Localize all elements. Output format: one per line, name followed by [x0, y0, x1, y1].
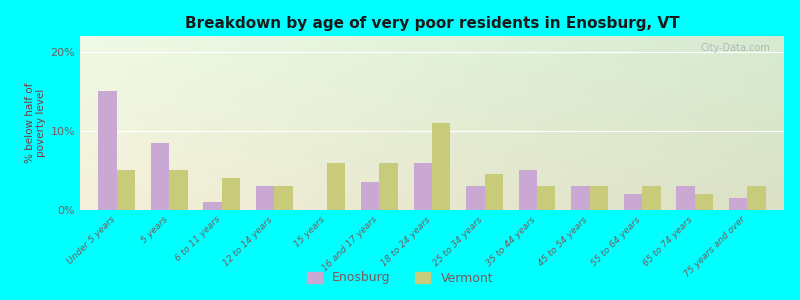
- Bar: [274, 186, 293, 210]
- Bar: [151, 143, 170, 210]
- Bar: [98, 92, 117, 210]
- Bar: [537, 186, 555, 210]
- Legend: Enosburg, Vermont: Enosburg, Vermont: [301, 265, 499, 291]
- Bar: [642, 186, 661, 210]
- Bar: [203, 202, 222, 210]
- Bar: [676, 186, 694, 210]
- Bar: [222, 178, 240, 210]
- Bar: [117, 170, 135, 210]
- Y-axis label: % below half of
poverty level: % below half of poverty level: [25, 83, 46, 163]
- Bar: [590, 186, 608, 210]
- Bar: [432, 123, 450, 210]
- Bar: [571, 186, 590, 210]
- Bar: [379, 163, 398, 210]
- Bar: [361, 182, 379, 210]
- Text: City-Data.com: City-Data.com: [700, 43, 770, 53]
- Bar: [518, 170, 537, 210]
- Bar: [694, 194, 713, 210]
- Bar: [466, 186, 485, 210]
- Bar: [256, 186, 274, 210]
- Bar: [327, 163, 346, 210]
- Bar: [170, 170, 188, 210]
- Title: Breakdown by age of very poor residents in Enosburg, VT: Breakdown by age of very poor residents …: [185, 16, 679, 31]
- Bar: [747, 186, 766, 210]
- Bar: [624, 194, 642, 210]
- Bar: [485, 174, 503, 210]
- Bar: [729, 198, 747, 210]
- Bar: [414, 163, 432, 210]
